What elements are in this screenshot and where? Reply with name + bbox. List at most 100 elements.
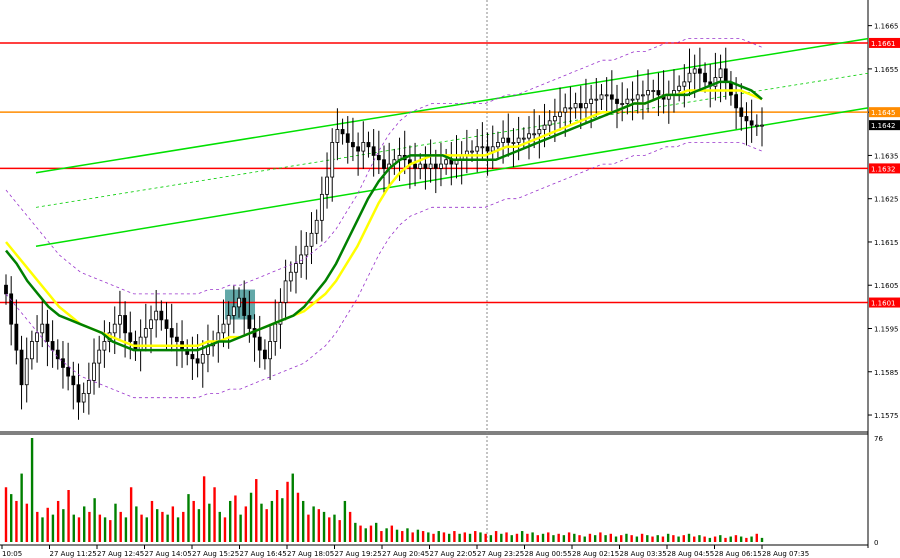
volume-bar — [176, 517, 180, 542]
x-tick-label: 27 Aug 15:25 — [192, 550, 239, 558]
candle-body — [697, 68, 702, 74]
volume-bar — [150, 500, 154, 542]
x-tick-label: 27 Aug 23:25 — [477, 550, 524, 558]
candle-body — [615, 98, 619, 104]
candle-body — [470, 150, 474, 153]
candle-body — [527, 133, 531, 139]
volume-bar — [51, 514, 55, 542]
candle-body — [112, 323, 117, 334]
candle-body — [263, 349, 267, 360]
candle-body — [418, 163, 423, 169]
candle-body — [345, 133, 350, 143]
volume-bar — [385, 528, 388, 542]
volume-bar — [583, 536, 586, 542]
volume-bar — [505, 532, 508, 542]
volume-bar — [427, 532, 430, 542]
candle-body — [102, 341, 107, 351]
volume-bar — [202, 476, 206, 542]
candle-body — [599, 94, 604, 100]
volume-bar — [510, 535, 513, 542]
volume-bar — [656, 535, 659, 542]
y-tick-label: 1.1615 — [874, 239, 899, 247]
candle-body — [625, 98, 630, 104]
volume-bar — [296, 492, 300, 542]
volume-bar — [67, 490, 70, 542]
candle-body — [283, 280, 288, 303]
volume-bar — [93, 498, 96, 542]
candle-body — [278, 302, 283, 325]
volume-bar — [166, 514, 169, 542]
volume-bar — [677, 536, 680, 542]
candle-body — [14, 323, 19, 351]
candle-body — [760, 124, 764, 127]
candle-body — [734, 94, 739, 109]
volume-bar — [119, 511, 122, 542]
volume-bar — [395, 529, 399, 542]
candle-body — [703, 72, 707, 83]
candle-body — [371, 146, 376, 156]
candle-body — [81, 392, 86, 403]
candle-body — [71, 375, 76, 386]
volume-bar — [458, 533, 461, 542]
volume-bar — [88, 511, 91, 542]
candle-body — [76, 384, 81, 403]
volume-bar — [354, 522, 357, 542]
volume-bar — [197, 509, 201, 542]
candle-body — [578, 103, 583, 109]
y-tick-label: 1.1595 — [874, 325, 899, 333]
volume-bar — [703, 536, 706, 542]
volume-bar — [124, 517, 128, 542]
level-label-1.1632: 1.1632 — [871, 165, 896, 173]
volume-bar — [239, 514, 242, 542]
candle-body — [288, 271, 293, 282]
candle-body — [589, 98, 594, 104]
candle-body — [511, 142, 516, 144]
volume-bar — [760, 537, 764, 542]
candle-body — [50, 341, 55, 351]
volume-bar — [437, 531, 440, 542]
candle-body — [335, 129, 340, 143]
candle-body — [118, 315, 122, 325]
volume-bar — [698, 535, 701, 542]
volume-bar — [275, 490, 279, 542]
volume-bar — [140, 514, 143, 542]
volume-bar — [651, 536, 654, 542]
volume-bar — [620, 535, 623, 542]
candle-body — [330, 142, 335, 178]
level-label-bg-1.1642 — [869, 120, 900, 131]
candle-body — [257, 336, 262, 351]
x-tick-label: 28 Aug 06:15 — [715, 550, 762, 558]
candle-body — [226, 315, 231, 325]
volume-bar — [672, 535, 675, 542]
volume-bar — [135, 506, 138, 542]
x-tick-label: 27 Aug 20:45 — [382, 550, 429, 558]
candle-body — [351, 142, 355, 148]
candle-body — [149, 319, 153, 329]
candle-body — [273, 323, 278, 342]
candle-body — [237, 297, 241, 308]
trend-channel-mid_dashed — [35, 72, 869, 208]
trend-channel-upper — [35, 37, 869, 174]
volume-bar — [552, 535, 555, 542]
volume-bar — [484, 533, 487, 542]
candle-body — [45, 323, 50, 342]
volume-bar — [218, 511, 221, 542]
volume-bar — [474, 531, 477, 542]
candle-body — [123, 315, 127, 334]
candle-body — [682, 81, 687, 87]
volume-bar — [609, 533, 612, 542]
candle-body — [521, 137, 526, 140]
volume-bar — [338, 520, 341, 542]
candle-body — [24, 358, 29, 386]
level-label-1.1642: 1.1642 — [871, 122, 896, 130]
candle-body — [66, 367, 71, 377]
volume-bar — [401, 531, 404, 542]
volume-bar — [98, 514, 102, 542]
candle-body — [744, 116, 749, 122]
volume-bar — [301, 500, 305, 542]
volume-bar — [4, 487, 8, 542]
candle-body — [382, 159, 386, 169]
volume-bar — [129, 487, 133, 542]
candle-body — [563, 107, 568, 113]
x-tick-label: 28 Aug 04:55 — [667, 550, 714, 558]
